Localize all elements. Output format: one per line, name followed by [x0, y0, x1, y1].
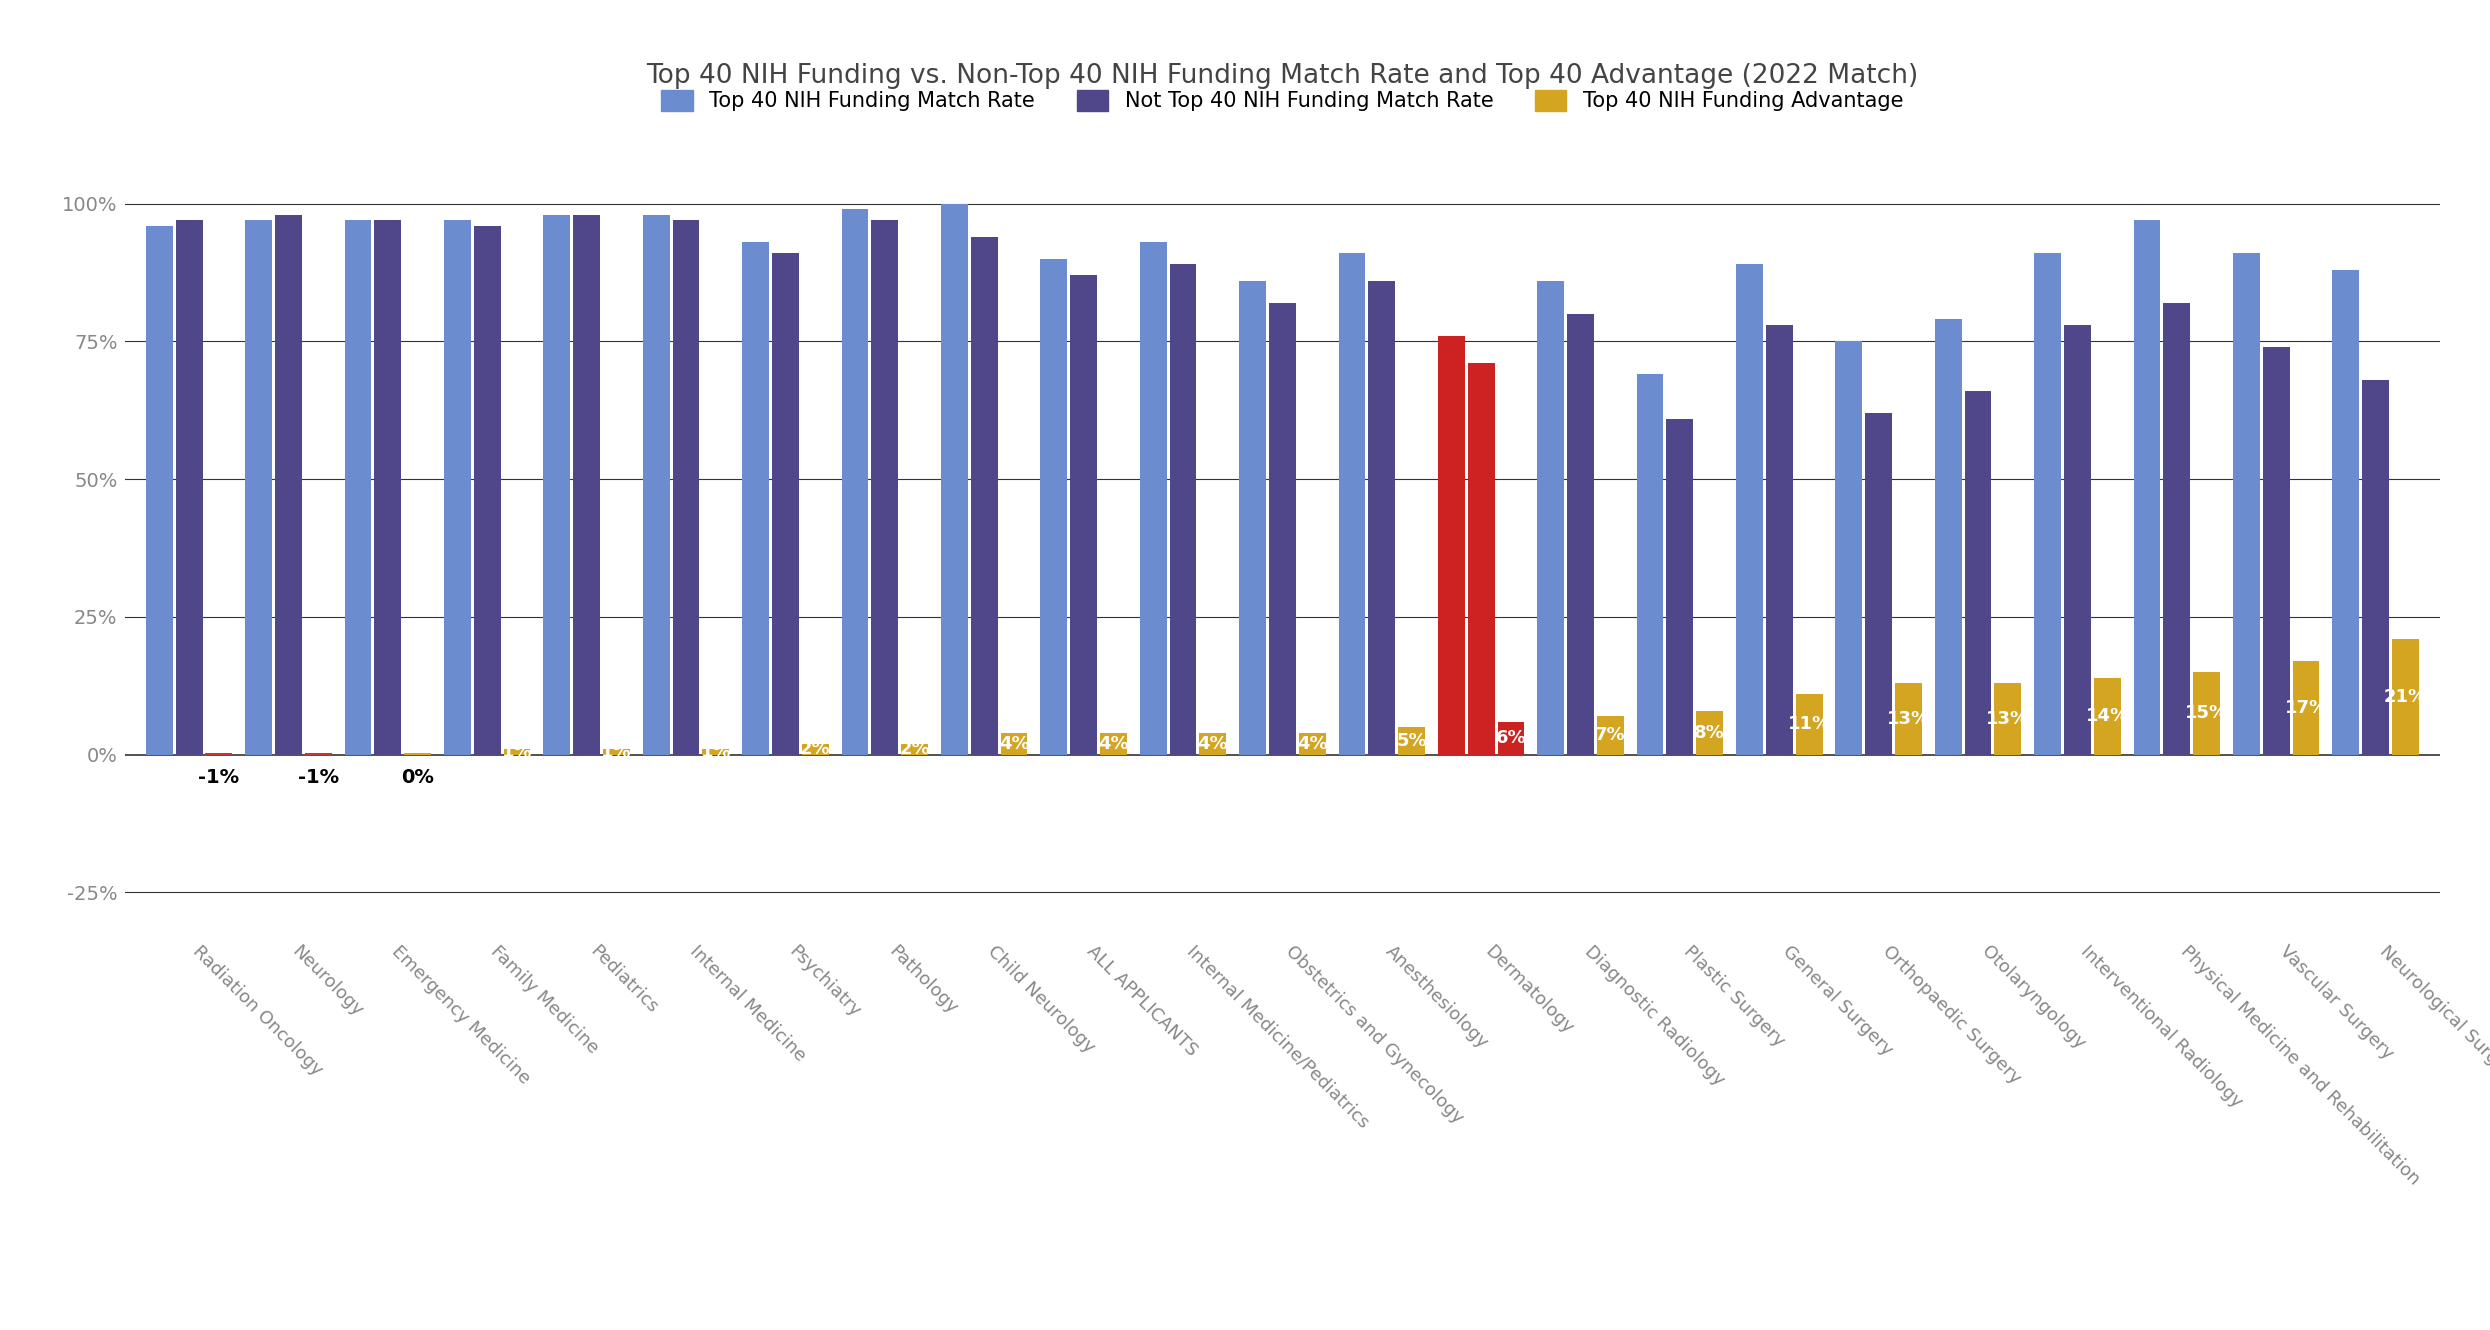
Bar [207, 753, 232, 754]
Bar [1071, 275, 1098, 754]
Text: 4%: 4% [998, 734, 1028, 753]
Text: 2%: 2% [799, 741, 832, 758]
Text: 4%: 4% [1098, 734, 1128, 753]
Bar [1636, 375, 1663, 754]
Text: 2%: 2% [899, 741, 929, 758]
Bar [2393, 638, 2418, 754]
Text: 14%: 14% [2087, 708, 2129, 725]
Bar [2293, 661, 2321, 754]
Bar [742, 242, 769, 754]
Bar [2363, 380, 2388, 754]
Bar [1696, 710, 1723, 754]
Text: 15%: 15% [2186, 705, 2229, 722]
Bar [2094, 677, 2121, 754]
Bar [304, 753, 331, 754]
Bar [1200, 733, 1225, 754]
Bar [1994, 684, 2022, 754]
Bar [802, 743, 829, 754]
Bar [147, 226, 172, 754]
Bar [1666, 419, 1693, 754]
Legend: Top 40 NIH Funding Match Rate, Not Top 40 NIH Funding Match Rate, Top 40 NIH Fun: Top 40 NIH Funding Match Rate, Not Top 4… [652, 81, 1912, 120]
Text: 21%: 21% [2383, 688, 2428, 706]
Bar [971, 237, 998, 754]
Bar [1835, 342, 1863, 754]
Bar [1340, 253, 1365, 754]
Bar [503, 749, 530, 754]
Bar [1496, 722, 1524, 754]
Bar [2064, 325, 2092, 754]
Bar [1596, 716, 1623, 754]
Text: -1%: -1% [199, 769, 239, 787]
Text: 13%: 13% [1987, 710, 2029, 728]
Bar [2194, 672, 2221, 754]
Text: 1%: 1% [503, 743, 533, 761]
Text: 1%: 1% [700, 743, 732, 761]
Bar [274, 214, 301, 754]
Bar [901, 743, 929, 754]
Bar [1467, 363, 1494, 754]
Bar [1170, 265, 1195, 754]
Bar [177, 221, 202, 754]
Text: 11%: 11% [1788, 716, 1830, 733]
Bar [2164, 303, 2191, 754]
Text: -1%: -1% [299, 769, 339, 787]
Bar [2034, 253, 2062, 754]
Bar [1041, 259, 1068, 754]
Bar [842, 209, 869, 754]
Bar [573, 214, 600, 754]
Bar [2333, 270, 2358, 754]
Text: 8%: 8% [1693, 724, 1726, 742]
Bar [1399, 728, 1424, 754]
Text: 4%: 4% [1297, 734, 1327, 753]
Text: 0%: 0% [401, 769, 433, 787]
Bar [1370, 281, 1394, 754]
Bar [473, 226, 500, 754]
Bar [702, 749, 730, 754]
Bar [1895, 684, 1922, 754]
Bar [642, 214, 670, 754]
Bar [443, 221, 471, 754]
Bar [244, 221, 271, 754]
Bar [1765, 325, 1793, 754]
Bar [1300, 733, 1325, 754]
Bar [1536, 281, 1564, 754]
Bar [2134, 221, 2161, 754]
Bar [1270, 303, 1295, 754]
Bar [1001, 733, 1028, 754]
Bar [1437, 336, 1464, 754]
Bar [1935, 319, 1962, 754]
Bar [1795, 694, 1823, 754]
Text: 7%: 7% [1596, 726, 1626, 745]
Text: 17%: 17% [2283, 698, 2328, 717]
Text: 1%: 1% [600, 743, 632, 761]
Bar [1566, 314, 1594, 754]
Bar [1240, 281, 1265, 754]
Bar [672, 221, 700, 754]
Bar [1865, 414, 1892, 754]
Bar [941, 203, 969, 754]
Text: 13%: 13% [1887, 710, 1930, 728]
Bar [1965, 391, 1992, 754]
Bar [2263, 347, 2291, 754]
Bar [403, 753, 431, 754]
Bar [1101, 733, 1128, 754]
Text: 5%: 5% [1397, 732, 1427, 750]
Bar [1736, 265, 1763, 754]
Bar [2234, 253, 2261, 754]
Text: 4%: 4% [1198, 734, 1228, 753]
Text: 6%: 6% [1496, 729, 1526, 747]
Bar [543, 214, 570, 754]
Bar [1140, 242, 1165, 754]
Bar [603, 749, 630, 754]
Bar [872, 221, 899, 754]
Title: Top 40 NIH Funding vs. Non-Top 40 NIH Funding Match Rate and Top 40 Advantage (2: Top 40 NIH Funding vs. Non-Top 40 NIH Fu… [647, 64, 1917, 89]
Bar [374, 221, 401, 754]
Bar [772, 253, 799, 754]
Bar [344, 221, 371, 754]
